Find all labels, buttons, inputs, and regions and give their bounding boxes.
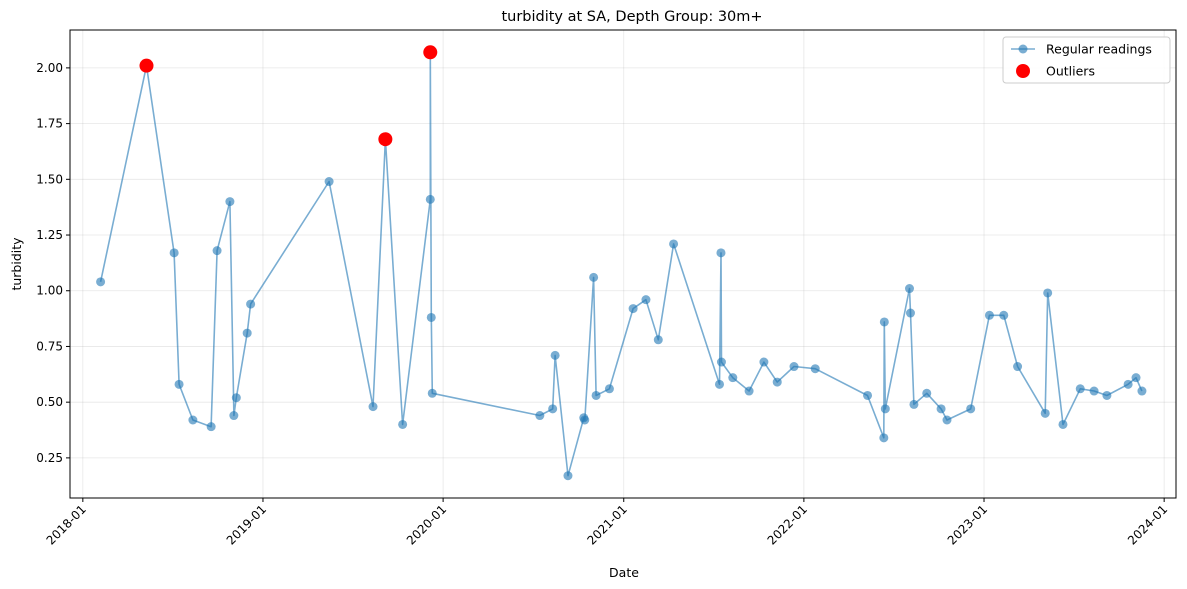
regular-reading-point: [535, 411, 545, 421]
outlier-point: [423, 45, 438, 60]
regular-reading-point: [999, 310, 1009, 320]
x-tick-label: 2020-01: [404, 502, 449, 547]
x-tick-label: 2024-01: [1125, 502, 1170, 547]
regular-reading-point: [398, 419, 408, 429]
regular-reading-point: [580, 415, 590, 425]
x-tick-label: 2023-01: [945, 502, 990, 547]
y-tick-label: 1.25: [36, 228, 63, 242]
series-line-regular-readings: [99, 51, 1143, 477]
regular-reading-point: [716, 357, 726, 367]
legend-marker-regular: [1018, 44, 1028, 54]
regular-reading-point: [1043, 288, 1053, 298]
legend: Regular readings Outliers: [1002, 36, 1171, 84]
regular-reading-point: [212, 246, 222, 256]
regular-reading-point: [628, 304, 638, 314]
regular-reading-point: [772, 377, 782, 387]
plot-area: [69, 29, 1177, 499]
regular-reading-point: [669, 239, 679, 249]
x-tick-label: 2019-01: [224, 502, 269, 547]
regular-reading-point: [716, 248, 726, 258]
series-layer: [96, 45, 1147, 481]
regular-reading-point: [242, 328, 252, 338]
legend-marker-outliers: [1016, 64, 1030, 78]
regular-reading-point: [368, 402, 378, 412]
regular-reading-point: [905, 308, 915, 318]
x-axis-label: Date: [609, 565, 639, 580]
regular-reading-point: [789, 362, 799, 372]
regular-reading-point: [714, 379, 724, 389]
y-axis-label: turbidity: [9, 237, 24, 291]
regular-reading-point: [744, 386, 754, 396]
y-tick-label: 0.75: [36, 339, 63, 353]
regular-reading-point: [984, 310, 994, 320]
regular-reading-point: [1123, 379, 1133, 389]
regular-reading-point: [904, 284, 914, 294]
regular-reading-point: [1040, 408, 1050, 418]
y-tick-label: 0.50: [36, 395, 63, 409]
regular-reading-point: [1102, 390, 1112, 400]
regular-reading-point: [426, 312, 436, 322]
regular-reading-point: [604, 384, 614, 394]
regular-reading-point: [1131, 373, 1141, 383]
y-tick-label: 2.00: [36, 61, 63, 75]
regular-reading-point: [942, 415, 952, 425]
regular-reading-point: [909, 399, 919, 409]
regular-reading-point: [550, 350, 560, 360]
regular-reading-point: [324, 177, 334, 187]
y-axis: 0.25 0.50 0.75 1.00 1.25 1.50 1.75 2.00: [36, 61, 70, 465]
regular-reading-point: [174, 379, 184, 389]
regular-reading-point: [589, 272, 599, 282]
x-tick-label: 2021-01: [585, 502, 630, 547]
outlier-point: [139, 58, 154, 73]
regular-reading-point: [728, 373, 738, 383]
regular-reading-point: [231, 393, 241, 403]
x-tick-label: 2022-01: [765, 502, 810, 547]
outlier-point: [378, 132, 393, 147]
x-axis: 2018-01 2019-01 2020-01 2021-01 2022-01 2023-…: [44, 498, 1170, 548]
y-tick-label: 1.00: [36, 284, 63, 298]
regular-reading-point: [879, 317, 889, 327]
regular-reading-point: [1089, 386, 1099, 396]
regular-reading-point: [563, 471, 573, 481]
chart-title: turbidity at SA, Depth Group: 30m+: [501, 9, 762, 25]
regular-reading-point: [936, 404, 946, 414]
legend-box: [1002, 36, 1171, 84]
regular-reading-point: [425, 194, 435, 204]
regular-reading-point: [246, 299, 256, 309]
regular-reading-point: [548, 404, 558, 414]
regular-reading-point: [966, 404, 976, 414]
x-tick-label: 2018-01: [44, 502, 89, 547]
regular-reading-point: [810, 364, 820, 374]
regular-reading-point: [591, 390, 601, 400]
regular-reading-point: [863, 390, 873, 400]
regular-reading-point: [188, 415, 198, 425]
regular-reading-point: [1013, 362, 1023, 372]
regular-reading-point: [653, 335, 663, 345]
y-tick-label: 1.50: [36, 172, 63, 186]
y-tick-label: 0.25: [36, 451, 63, 465]
legend-label-regular: Regular readings: [1046, 42, 1152, 57]
regular-reading-point: [229, 411, 239, 421]
regular-reading-point: [206, 422, 216, 432]
regular-reading-point: [759, 357, 769, 367]
regular-reading-point: [427, 388, 437, 398]
legend-label-outliers: Outliers: [1046, 64, 1095, 79]
y-tick-label: 1.75: [36, 117, 63, 131]
regular-reading-point: [880, 404, 890, 414]
regular-reading-point: [879, 433, 889, 443]
regular-reading-point: [169, 248, 179, 258]
regular-reading-point: [1075, 384, 1085, 394]
regular-reading-point: [96, 277, 106, 287]
regular-reading-point: [1137, 386, 1147, 396]
grid-lines: [70, 30, 1176, 498]
regular-reading-point: [641, 295, 651, 305]
regular-reading-point: [225, 197, 235, 207]
regular-reading-point: [922, 388, 932, 398]
regular-reading-point: [1058, 419, 1068, 429]
